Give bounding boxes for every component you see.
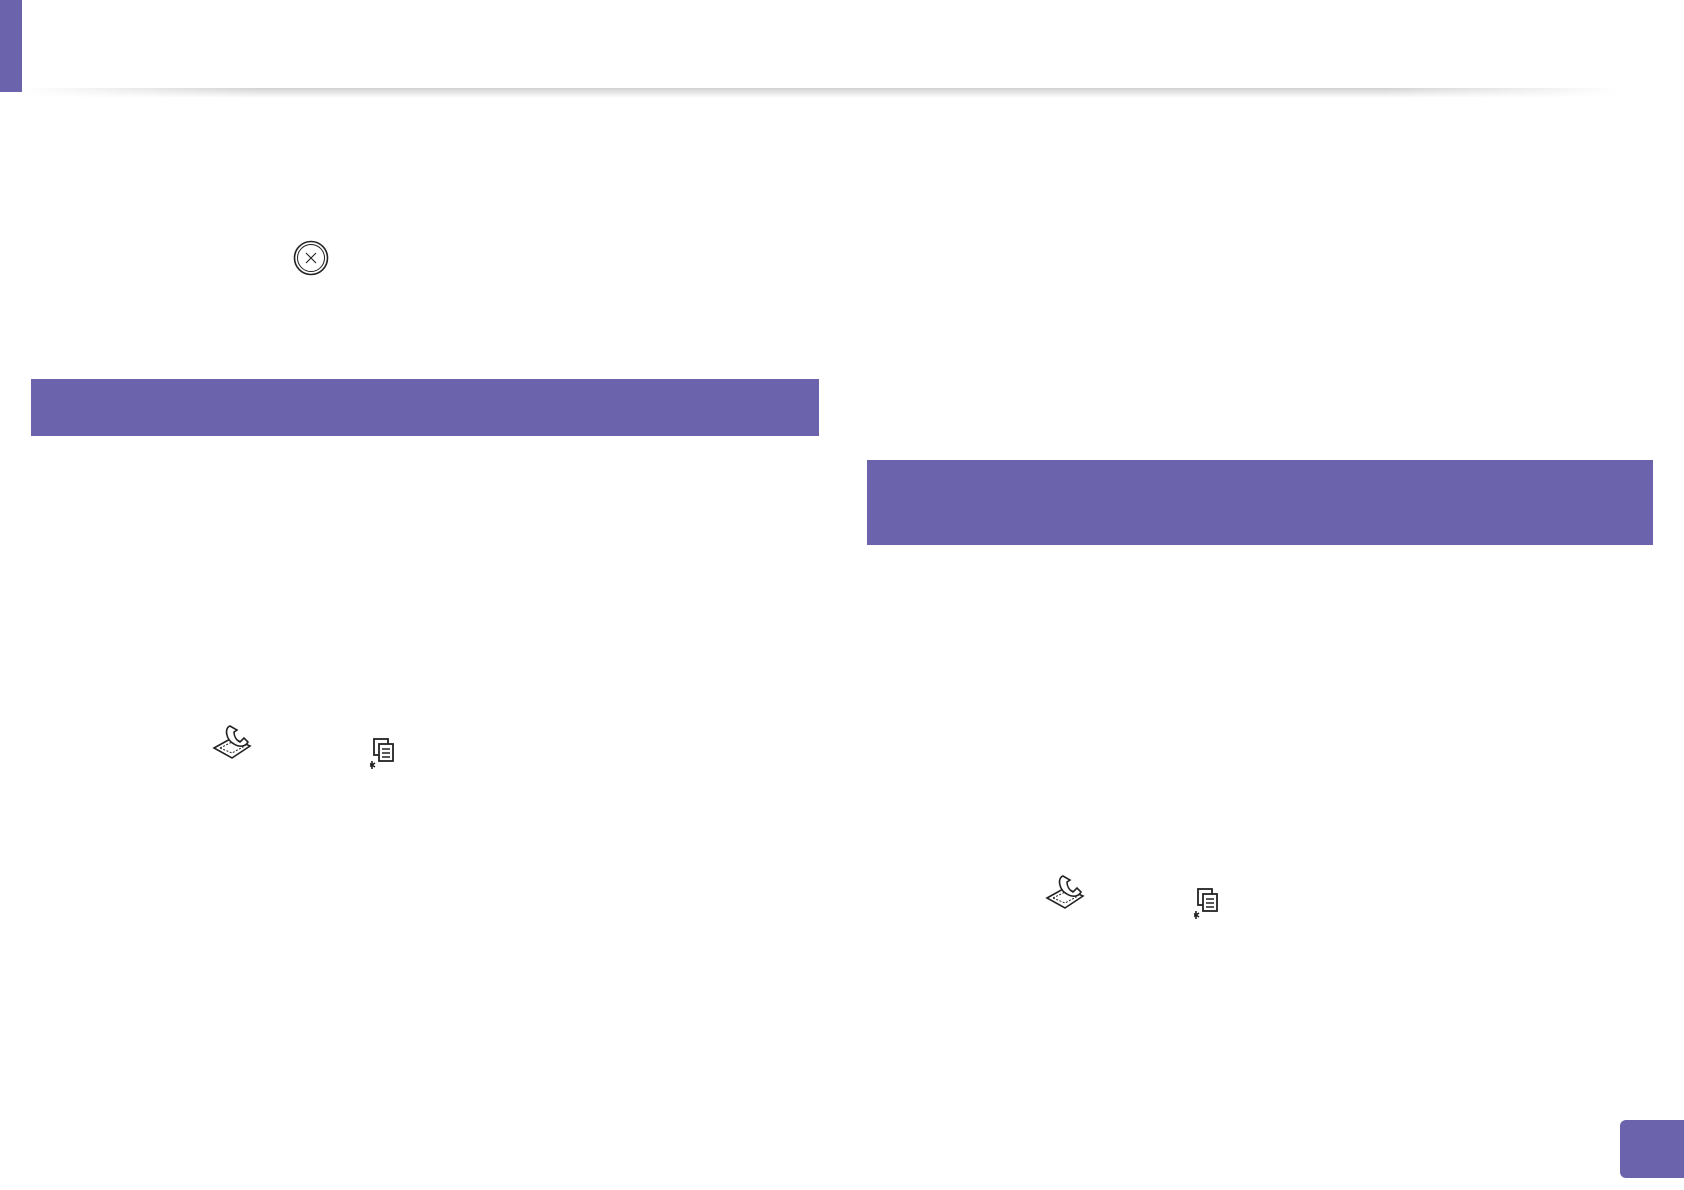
stop-clear-icon — [293, 240, 329, 276]
fax-icon — [1045, 875, 1085, 909]
menu-icon — [1194, 888, 1218, 919]
page-number-badge — [1620, 1120, 1684, 1178]
menu-icon — [370, 738, 394, 769]
header-divider — [22, 88, 1622, 98]
section-heading-banner-right — [867, 460, 1653, 545]
chapter-edge-tab — [0, 0, 22, 92]
fax-icon — [212, 725, 252, 759]
section-heading-banner-left — [31, 379, 819, 436]
